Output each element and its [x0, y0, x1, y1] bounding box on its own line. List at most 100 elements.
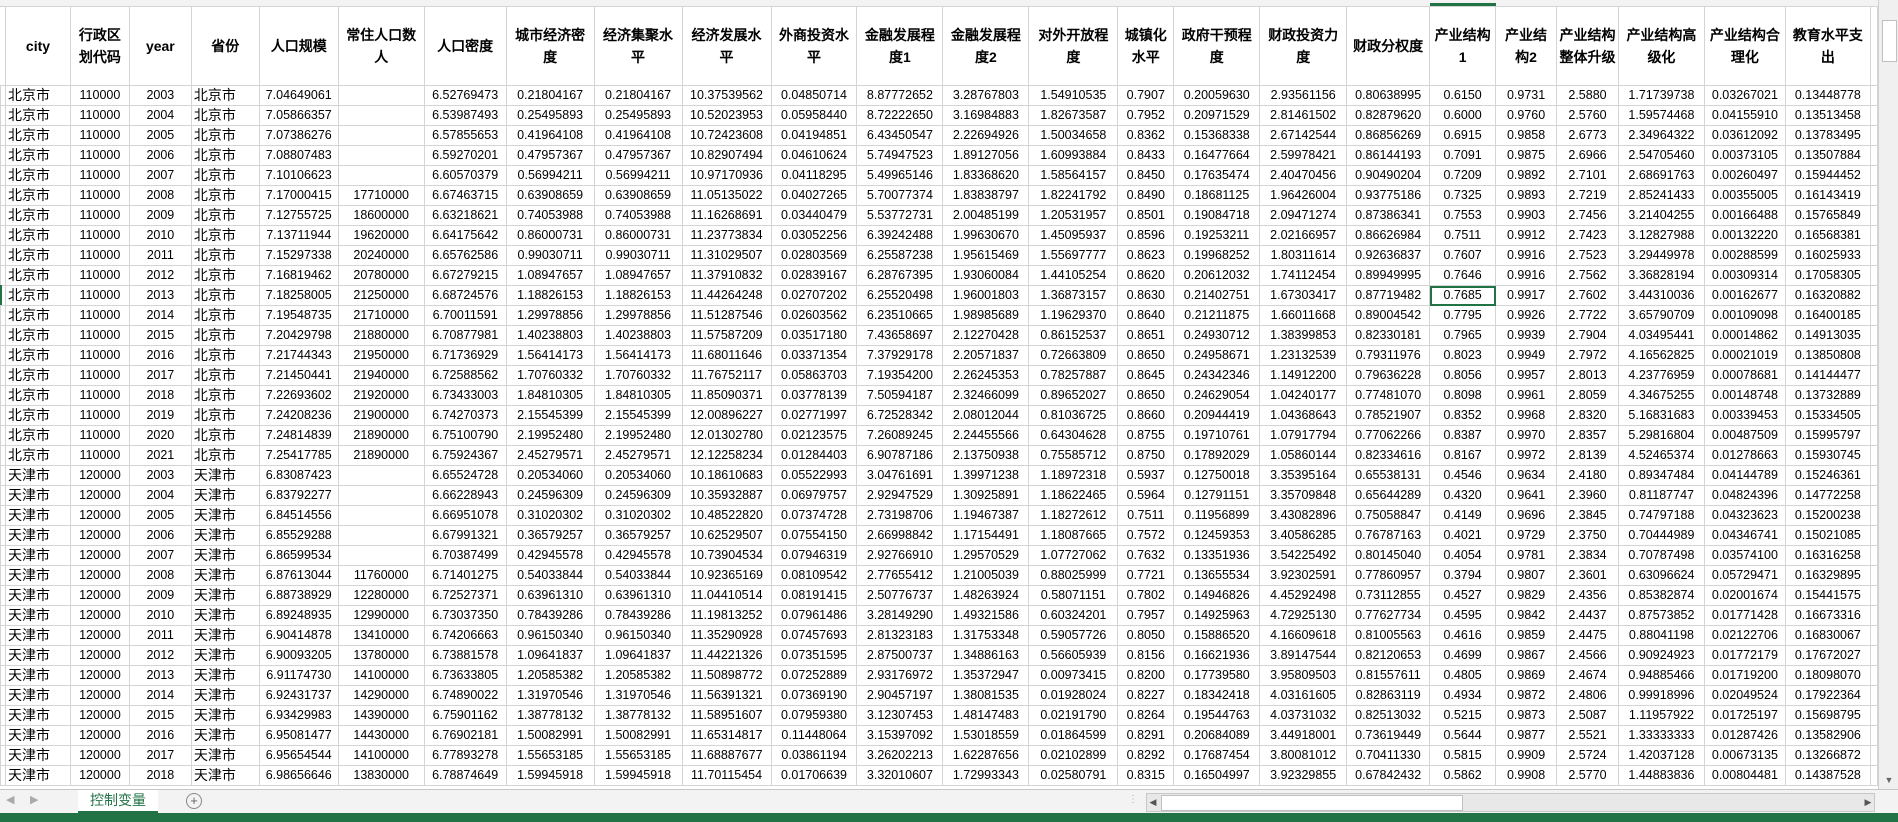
table-cell[interactable]: 0.86152537 [1028, 325, 1119, 346]
table-cell[interactable]: 0.5644 [1429, 725, 1497, 746]
table-cell[interactable]: 0.7646 [1429, 265, 1497, 286]
table-cell[interactable]: 天津市 [5, 505, 71, 526]
table-cell[interactable]: 0.9909 [1495, 745, 1558, 766]
table-cell[interactable]: 110000 [69, 405, 130, 426]
table-cell[interactable]: 6.63218621 [423, 205, 507, 226]
column-header[interactable]: 城镇化水平 [1117, 6, 1175, 86]
table-cell[interactable]: 1.56414173 [593, 345, 683, 366]
table-cell[interactable]: 2.22694926 [942, 125, 1030, 146]
table-cell[interactable]: 0.99918996 [1617, 685, 1705, 706]
table-cell[interactable]: 0.88025999 [1028, 565, 1119, 586]
table-cell[interactable]: 0.8227 [1117, 685, 1175, 706]
table-cell[interactable]: 0.13513458 [1784, 105, 1871, 126]
table-cell[interactable]: 1.42037128 [1617, 745, 1705, 766]
table-cell[interactable]: 2.59978421 [1259, 145, 1348, 166]
table-cell[interactable] [1869, 325, 1878, 346]
table-cell[interactable]: 2.7904 [1556, 325, 1619, 346]
table-cell[interactable]: 0.87386341 [1346, 205, 1431, 226]
table-cell[interactable]: 20240000 [337, 245, 425, 266]
table-cell[interactable]: 6.25587238 [856, 245, 944, 266]
table-cell[interactable]: 0.01772179 [1703, 645, 1786, 666]
table-cell[interactable]: 0.9869 [1495, 665, 1558, 686]
table-cell[interactable]: 0.00014862 [1703, 325, 1786, 346]
table-cell[interactable]: 1.09641837 [593, 645, 683, 666]
table-cell[interactable]: 6.86599534 [258, 545, 339, 566]
table-cell[interactable]: 0.17892029 [1173, 445, 1261, 466]
table-cell[interactable]: 2.5521 [1556, 725, 1619, 746]
table-cell[interactable]: 2009 [128, 205, 192, 226]
table-cell[interactable]: 110000 [69, 425, 130, 446]
table-cell[interactable]: 北京市 [190, 165, 260, 186]
table-cell[interactable]: 3.43082896 [1259, 505, 1348, 526]
table-cell[interactable]: 0.56994211 [505, 165, 595, 186]
table-cell[interactable]: 0.14387528 [1784, 765, 1871, 786]
table-cell[interactable]: 7.13711944 [258, 225, 339, 246]
table-cell[interactable]: 11.16268691 [681, 205, 772, 226]
table-cell[interactable]: 天津市 [5, 665, 71, 686]
table-cell[interactable]: 120000 [69, 465, 130, 486]
table-cell[interactable] [1869, 305, 1878, 326]
table-cell[interactable]: 0.15368338 [1173, 125, 1261, 146]
table-cell[interactable]: 0.01284403 [770, 445, 858, 466]
table-cell[interactable] [1869, 85, 1878, 106]
table-cell[interactable]: 0.11448064 [770, 725, 858, 746]
table-cell[interactable]: 0.21804167 [593, 85, 683, 106]
table-cell[interactable]: 2.40470456 [1259, 165, 1348, 186]
table-cell[interactable]: 6.67463715 [423, 185, 507, 206]
table-cell[interactable]: 2012 [128, 645, 192, 666]
table-cell[interactable]: 0.41964108 [593, 125, 683, 146]
table-cell[interactable]: 1.67303417 [1259, 285, 1348, 306]
table-cell[interactable]: 0.73112855 [1346, 585, 1431, 606]
table-cell[interactable]: 天津市 [5, 485, 71, 506]
table-cell[interactable]: 0.8292 [1117, 745, 1175, 766]
table-cell[interactable]: 1.95615469 [942, 245, 1030, 266]
table-cell[interactable]: 4.03161605 [1259, 685, 1348, 706]
table-cell[interactable]: 1.21005039 [942, 565, 1030, 586]
table-cell[interactable]: 6.88738929 [258, 585, 339, 606]
table-cell[interactable]: 北京市 [5, 125, 71, 146]
table-cell[interactable]: 0.9916 [1495, 265, 1558, 286]
table-cell[interactable]: 0.07374728 [770, 505, 858, 526]
table-cell[interactable]: 5.29816804 [1617, 425, 1705, 446]
table-cell[interactable]: 1.18826153 [505, 285, 595, 306]
table-cell[interactable]: 3.89147544 [1259, 645, 1348, 666]
column-header[interactable]: 经济集聚水平 [593, 6, 683, 86]
table-cell[interactable]: 1.60993884 [1028, 145, 1119, 166]
table-cell[interactable]: 0.04346741 [1703, 525, 1786, 546]
table-cell[interactable]: 110000 [69, 285, 130, 306]
table-cell[interactable]: 11.68011646 [681, 345, 772, 366]
table-cell[interactable]: 6.67279215 [423, 265, 507, 286]
table-cell[interactable]: 6.98656646 [258, 765, 339, 786]
table-cell[interactable]: 2009 [128, 585, 192, 606]
table-cell[interactable]: 1.36873157 [1028, 285, 1119, 306]
table-cell[interactable]: 21940000 [337, 365, 425, 386]
table-cell[interactable]: 0.00973415 [1028, 665, 1119, 686]
table-cell[interactable]: 2.90457197 [856, 685, 944, 706]
table-cell[interactable]: 19620000 [337, 225, 425, 246]
table-cell[interactable] [1869, 185, 1878, 206]
table-cell[interactable]: 0.02707202 [770, 285, 858, 306]
table-cell[interactable]: 2004 [128, 105, 192, 126]
table-cell[interactable]: 天津市 [190, 625, 260, 646]
table-cell[interactable]: 21920000 [337, 385, 425, 406]
table-cell[interactable]: 2.7602 [1556, 285, 1619, 306]
table-cell[interactable]: 2008 [128, 565, 192, 586]
table-cell[interactable]: 14290000 [337, 685, 425, 706]
table-cell[interactable]: 0.96150340 [505, 625, 595, 646]
table-cell[interactable]: 0.13266872 [1784, 745, 1871, 766]
table-cell[interactable]: 0.20534060 [593, 465, 683, 486]
table-cell[interactable]: 0.89949995 [1346, 265, 1431, 286]
table-cell[interactable]: 1.56414173 [505, 345, 595, 366]
table-cell[interactable]: 0.59057726 [1028, 625, 1119, 646]
table-cell[interactable]: 天津市 [190, 465, 260, 486]
table-cell[interactable]: 0.14946826 [1173, 585, 1261, 606]
column-header[interactable]: city [5, 6, 71, 86]
table-cell[interactable]: 1.59945918 [505, 765, 595, 786]
table-cell[interactable]: 2.92766910 [856, 545, 944, 566]
table-cell[interactable]: 6.75901162 [423, 705, 507, 726]
table-cell[interactable]: 0.04118295 [770, 165, 858, 186]
table-cell[interactable]: 18600000 [337, 205, 425, 226]
table-cell[interactable]: 0.58071151 [1028, 585, 1119, 606]
table-cell[interactable]: 0.82330181 [1346, 325, 1431, 346]
table-cell[interactable]: 2006 [128, 145, 192, 166]
